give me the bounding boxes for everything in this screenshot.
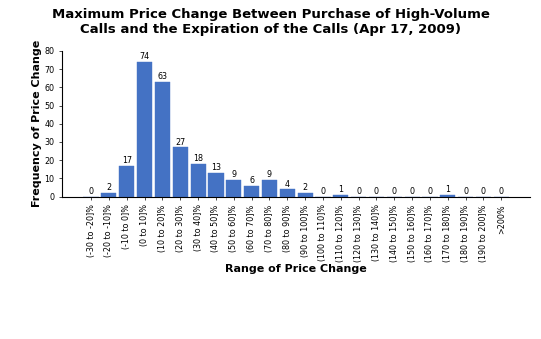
Bar [137,62,152,197]
Text: 13: 13 [211,163,221,172]
Text: 0: 0 [320,187,326,196]
Bar [190,164,206,197]
Text: 63: 63 [157,72,167,81]
Text: 18: 18 [193,154,203,163]
Text: 0: 0 [89,187,94,196]
Bar [298,193,313,197]
Text: 0: 0 [410,187,414,196]
Text: 0: 0 [427,187,432,196]
Text: 27: 27 [175,138,186,147]
Bar [226,180,241,197]
Text: 2: 2 [302,183,308,192]
Text: 9: 9 [231,171,236,179]
Bar [262,180,277,197]
Text: 1: 1 [338,185,344,194]
X-axis label: Range of Price Change: Range of Price Change [225,264,367,274]
Bar [244,186,259,197]
Text: 17: 17 [122,156,132,165]
Y-axis label: Frequency of Price Change: Frequency of Price Change [32,40,42,207]
Bar [173,147,188,197]
Bar [440,195,456,197]
Bar [333,195,348,197]
Text: 0: 0 [392,187,397,196]
Text: 4: 4 [285,180,290,188]
Text: 1: 1 [445,185,450,194]
Bar [155,82,170,197]
Bar [101,193,116,197]
Bar [208,173,223,197]
Text: Maximum Price Change Between Purchase of High-Volume
Calls and the Expiration of: Maximum Price Change Between Purchase of… [51,7,490,36]
Text: 74: 74 [140,52,150,61]
Text: 2: 2 [107,183,111,192]
Text: 0: 0 [356,187,361,196]
Text: 9: 9 [267,171,272,179]
Bar [280,189,295,197]
Text: 0: 0 [374,187,379,196]
Text: 0: 0 [463,187,468,196]
Bar [119,166,134,197]
Text: 0: 0 [499,187,504,196]
Text: 0: 0 [481,187,486,196]
Text: 6: 6 [249,176,254,185]
